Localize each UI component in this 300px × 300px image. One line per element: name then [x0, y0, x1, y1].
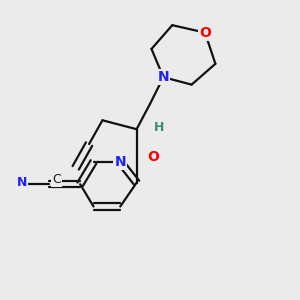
Text: N: N — [115, 155, 126, 169]
Text: O: O — [199, 26, 211, 40]
Text: N: N — [17, 176, 27, 189]
Text: H: H — [154, 121, 164, 134]
Text: O: O — [147, 150, 159, 164]
Text: N: N — [158, 70, 169, 84]
Text: C: C — [52, 173, 61, 186]
